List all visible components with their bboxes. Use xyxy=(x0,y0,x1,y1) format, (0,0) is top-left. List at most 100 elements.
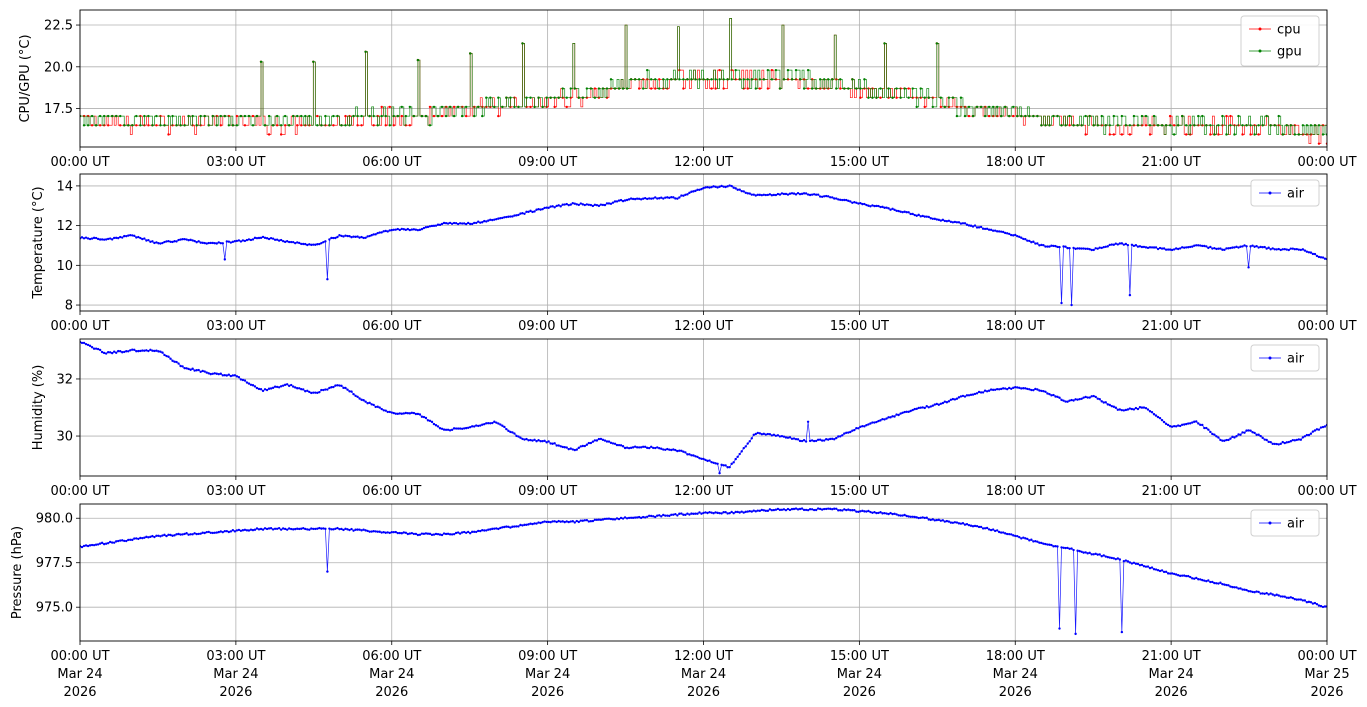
data-point xyxy=(1130,243,1134,247)
data-point xyxy=(871,96,874,99)
data-point xyxy=(227,124,231,127)
data-point xyxy=(117,236,120,240)
data-point xyxy=(1251,431,1254,434)
data-point xyxy=(652,197,655,200)
data-point xyxy=(279,385,283,388)
data-point xyxy=(525,523,528,526)
data-point xyxy=(100,541,104,545)
data-point xyxy=(923,96,926,99)
data-point xyxy=(726,512,729,515)
data-point xyxy=(744,510,747,514)
data-point xyxy=(195,241,198,244)
x-tick-label: 06:00 UT xyxy=(362,484,421,499)
data-point xyxy=(243,528,247,532)
y-axis-label: Pressure (hPa) xyxy=(10,526,25,619)
data-point xyxy=(758,87,762,90)
data-point xyxy=(332,124,335,127)
data-point xyxy=(448,429,452,432)
data-point xyxy=(434,224,438,227)
data-point xyxy=(1281,440,1284,444)
data-point xyxy=(1215,247,1218,251)
data-point xyxy=(937,518,941,522)
data-point xyxy=(1148,566,1152,570)
data-point xyxy=(772,193,776,197)
data-point xyxy=(1221,582,1224,586)
data-point xyxy=(308,243,311,246)
data-point xyxy=(1060,546,1063,549)
data-point xyxy=(639,446,643,449)
data-point xyxy=(708,459,711,462)
legend: air xyxy=(1250,509,1320,537)
data-point xyxy=(135,236,138,239)
data-point xyxy=(298,387,301,390)
data-point xyxy=(762,193,766,197)
data-point xyxy=(812,193,816,196)
data-point xyxy=(306,389,309,392)
data-point xyxy=(847,431,850,434)
data-point xyxy=(338,384,341,387)
data-point xyxy=(1217,247,1220,250)
data-point xyxy=(782,435,786,438)
data-point xyxy=(253,236,257,240)
data-point xyxy=(738,188,741,191)
data-point xyxy=(861,509,864,513)
data-point xyxy=(155,534,158,537)
data-point xyxy=(1138,245,1142,248)
data-point xyxy=(541,521,544,524)
data-point xyxy=(758,432,762,435)
data-point xyxy=(221,530,224,534)
legend-marker-air xyxy=(1268,521,1272,525)
data-point xyxy=(549,96,552,99)
data-point xyxy=(810,508,814,511)
data-point xyxy=(1104,245,1107,249)
data-point xyxy=(285,240,289,243)
data-point xyxy=(1112,557,1116,560)
data-point xyxy=(342,528,345,532)
data-point xyxy=(485,96,488,99)
data-point xyxy=(631,197,635,201)
data-point xyxy=(225,529,229,533)
data-point xyxy=(1197,114,1200,118)
data-point xyxy=(959,222,963,225)
data-point xyxy=(1144,406,1148,410)
data-point xyxy=(442,532,446,535)
data-point xyxy=(517,213,520,217)
data-point xyxy=(1092,553,1095,556)
data-point xyxy=(352,529,355,532)
data-point xyxy=(1066,246,1069,250)
data-point xyxy=(513,525,516,528)
data-point xyxy=(255,114,259,118)
data-point xyxy=(143,114,146,118)
data-point xyxy=(1168,248,1172,251)
data-point xyxy=(645,68,649,72)
data-point xyxy=(1016,114,1019,118)
data-point xyxy=(619,444,623,447)
data-point xyxy=(853,201,856,204)
data-point xyxy=(963,114,967,118)
data-point xyxy=(454,427,458,430)
data-point xyxy=(94,543,98,546)
data-point xyxy=(207,124,210,127)
data-point xyxy=(814,439,818,443)
y-tick-label: 22.5 xyxy=(44,19,73,34)
data-point xyxy=(1261,436,1264,440)
data-point xyxy=(1271,247,1274,250)
data-point xyxy=(1050,244,1053,247)
data-point xyxy=(294,241,297,245)
data-point xyxy=(589,203,593,207)
data-point xyxy=(1150,246,1154,249)
data-point xyxy=(1084,551,1087,554)
data-point xyxy=(117,349,120,353)
data-point xyxy=(1092,124,1095,127)
data-point xyxy=(919,516,922,519)
data-point xyxy=(1148,133,1152,136)
data-point xyxy=(94,124,98,127)
data-point xyxy=(265,388,269,392)
data-point xyxy=(306,528,309,531)
data-point xyxy=(720,184,723,188)
data-point xyxy=(766,432,770,436)
data-point xyxy=(368,530,371,533)
data-point xyxy=(348,528,351,532)
data-point xyxy=(1034,540,1037,543)
data-point xyxy=(895,87,898,90)
